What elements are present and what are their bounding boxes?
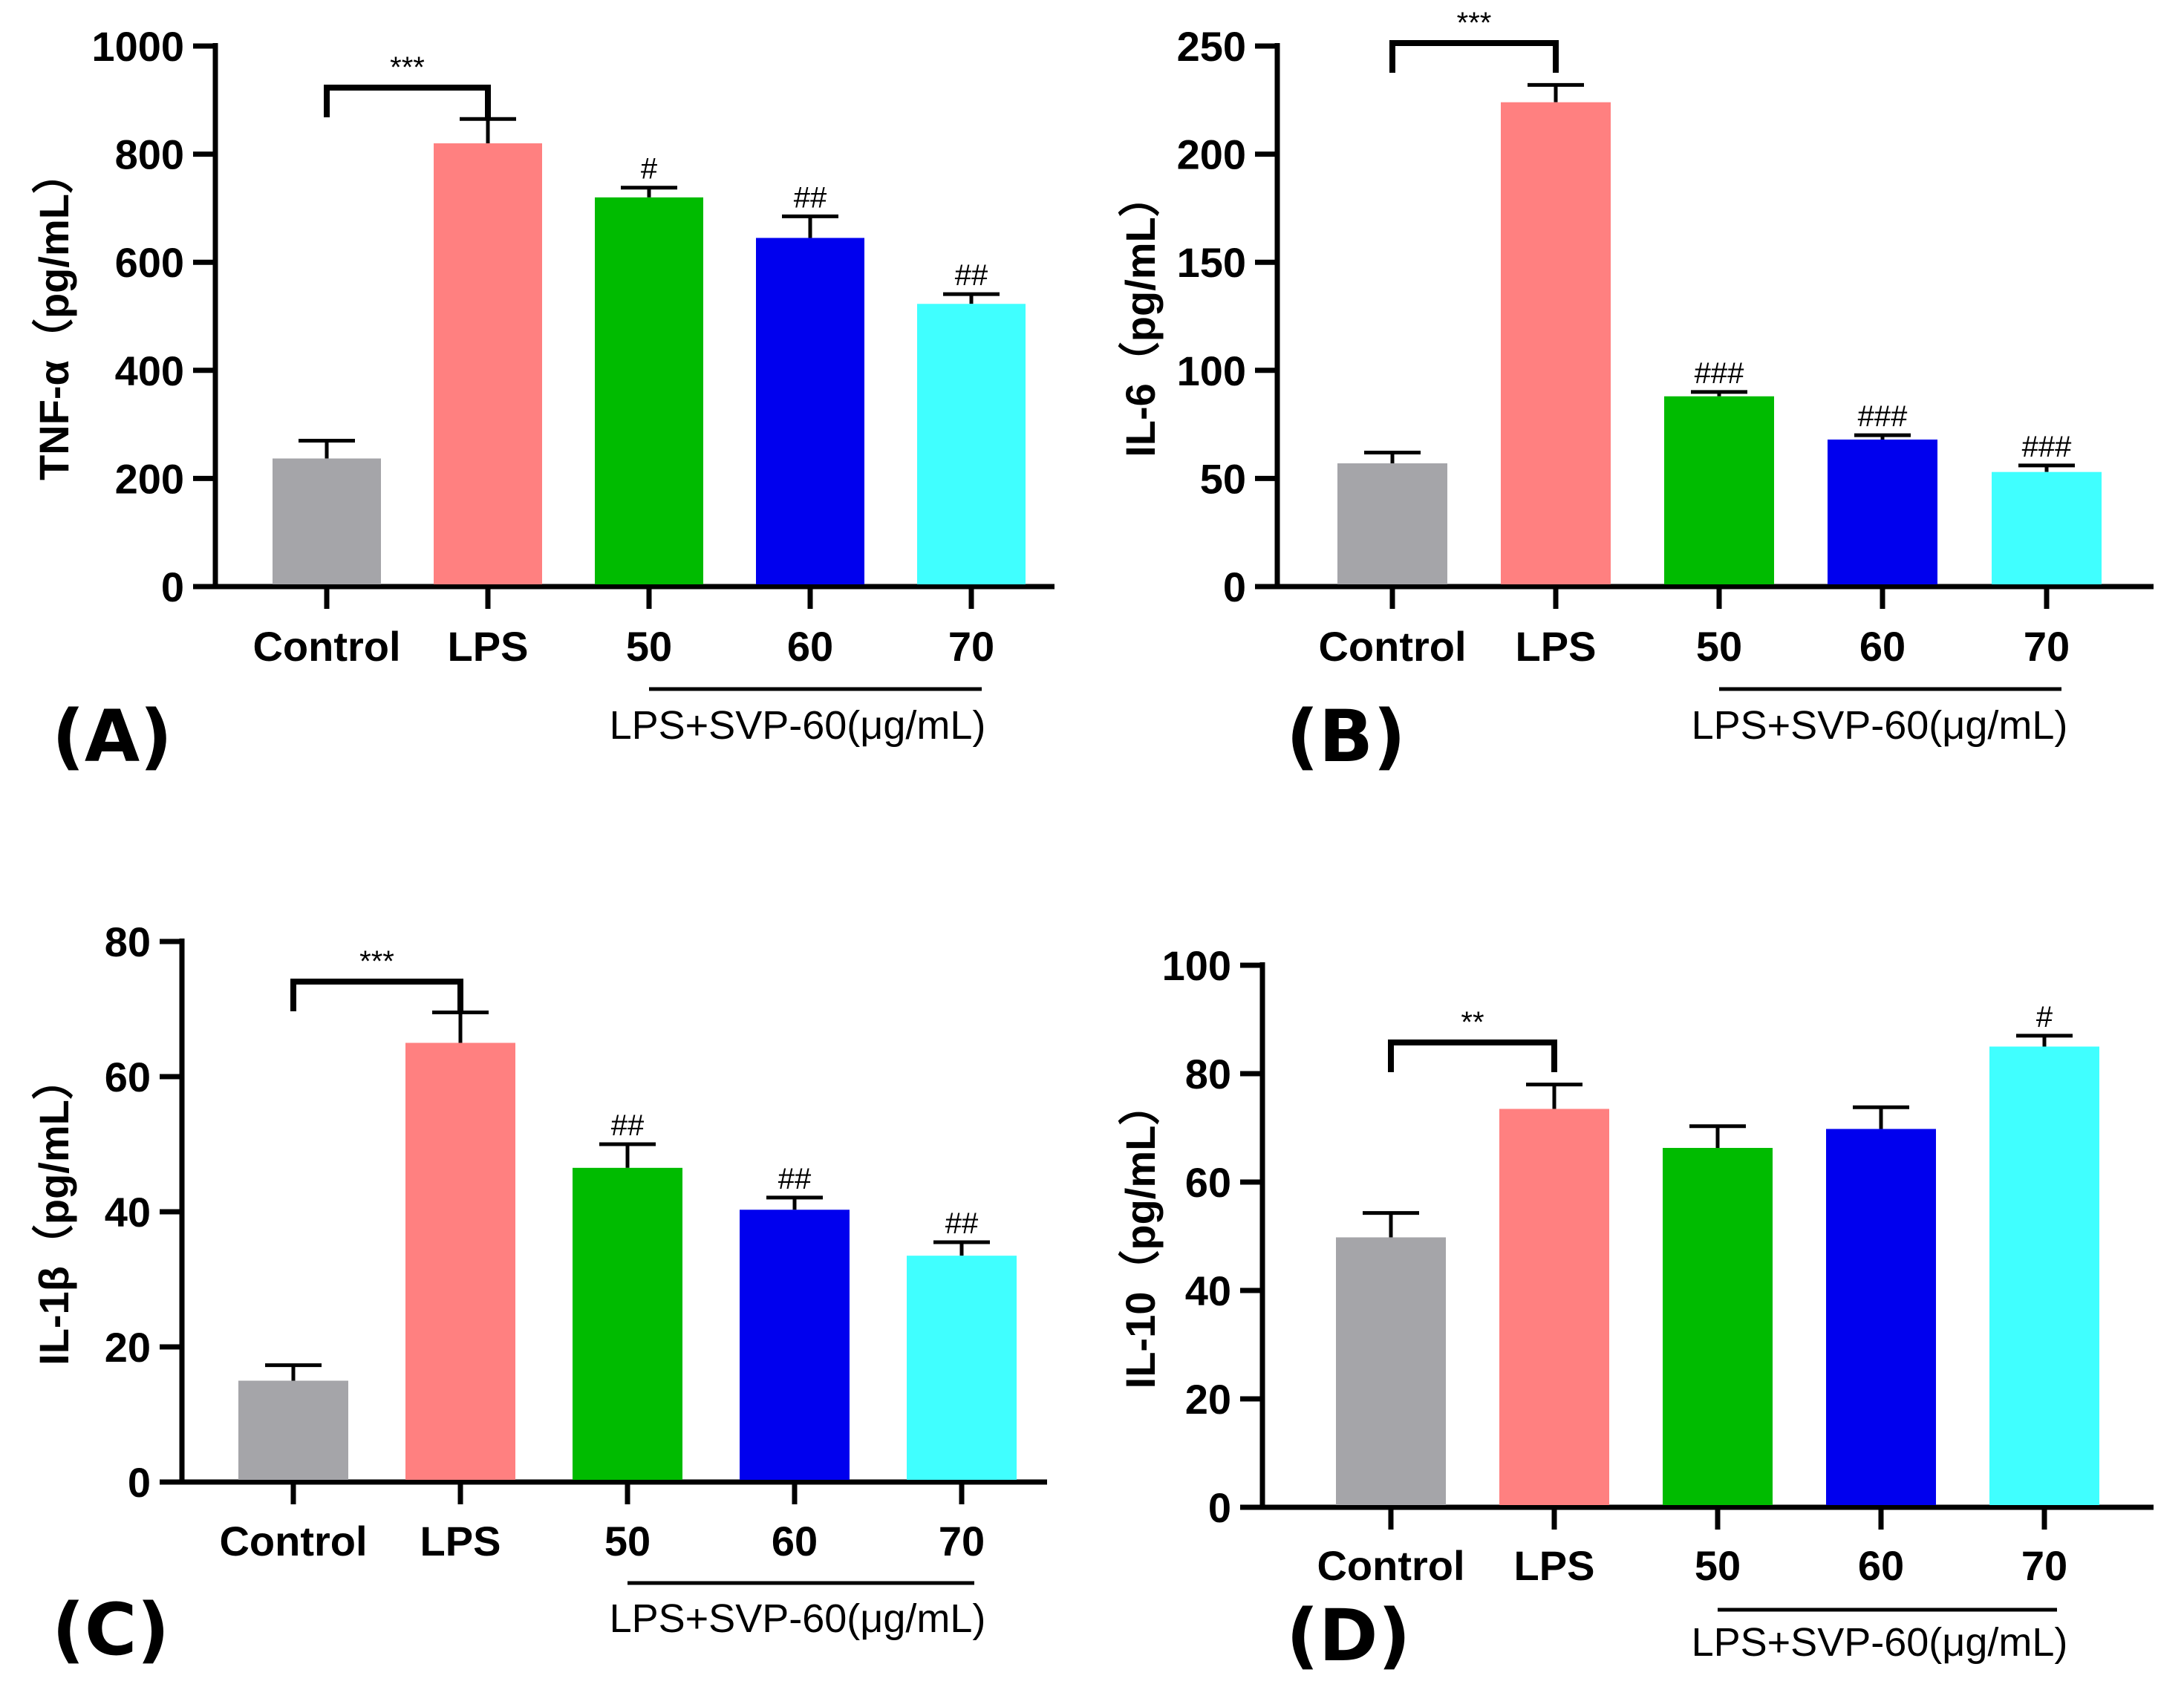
panel-letter: (B)	[1286, 695, 1406, 778]
panel-a: 0 200 400 600 800 1000 TNF-α（pg/mL） Control LPS 5…	[30, 23, 1054, 778]
y-tick-label: 0	[128, 1459, 151, 1506]
x-tick-label: LPS	[1516, 623, 1597, 670]
bracket-label: ***	[1457, 7, 1492, 39]
y-tick-label: 600	[115, 239, 184, 286]
y-tick-label: 40	[1185, 1267, 1231, 1314]
y-tick-label: 60	[105, 1054, 151, 1100]
y-axis-title: IL-10（pg/mL）	[1117, 1084, 1164, 1389]
significance-bracket	[324, 85, 491, 117]
y-tick-label: 100	[1177, 347, 1246, 394]
bar-60	[740, 1210, 850, 1480]
panel-letter: (C)	[52, 1588, 169, 1671]
y-tick-label: 150	[1177, 239, 1246, 286]
bar-50	[595, 197, 703, 585]
panel-letter: (D)	[1286, 1594, 1410, 1677]
panel-letter: (A)	[52, 695, 172, 778]
bar-control	[273, 458, 381, 584]
bar-lps	[1499, 1109, 1609, 1505]
x-tick-label: Control	[252, 623, 400, 670]
y-tick-label: 800	[115, 131, 184, 178]
x-tick-label: LPS	[420, 1518, 501, 1564]
bar-lps	[1501, 102, 1611, 584]
x-tick-label: 50	[1695, 1542, 1741, 1589]
x-tick-label: 60	[772, 1518, 818, 1564]
y-tick-label: 20	[1185, 1376, 1231, 1423]
significance-bracket	[290, 979, 463, 1011]
significance-label: ##	[794, 181, 827, 214]
y-tick-label: 0	[161, 564, 184, 610]
bar-control	[1336, 1237, 1446, 1505]
y-tick-label: 80	[105, 918, 151, 965]
bar-60	[1828, 439, 1937, 584]
y-tick-label: 50	[1200, 455, 1246, 502]
x-tick-label: 70	[939, 1518, 985, 1564]
x-tick-label: 50	[604, 1518, 651, 1564]
bar-70	[1992, 471, 2102, 584]
bar-control	[1337, 463, 1447, 584]
panel-b: 0 50 100 150 200 250 IL-6（pg/mL） Control LPS 50 ##…	[1117, 7, 2154, 778]
bar-60	[756, 238, 864, 584]
x-tick-label: Control	[1317, 1542, 1464, 1589]
significance-label: ###	[1858, 400, 1908, 433]
bar-70	[917, 304, 1026, 584]
y-tick-label: 1000	[91, 23, 184, 70]
x-tick-label: Control	[219, 1518, 367, 1564]
y-tick-label: 80	[1185, 1051, 1231, 1097]
significance-bracket	[1389, 40, 1559, 73]
y-axis-title: IL-6（pg/mL）	[1117, 175, 1164, 457]
group-label: LPS+SVP-60(μg/mL)	[610, 1596, 986, 1641]
y-tick-label: 250	[1177, 23, 1246, 70]
y-tick-label: 60	[1185, 1159, 1231, 1206]
y-tick-label: 0	[1208, 1484, 1231, 1531]
group-label: LPS+SVP-60(μg/mL)	[1692, 703, 2068, 748]
bar-50	[573, 1167, 682, 1480]
bar-50	[1664, 396, 1774, 584]
x-tick-label: LPS	[448, 623, 529, 670]
group-label: LPS+SVP-60(μg/mL)	[610, 703, 986, 748]
significance-label: #	[2036, 1001, 2053, 1034]
bar-50	[1663, 1148, 1773, 1505]
significance-label: ##	[611, 1109, 645, 1142]
bracket-label: **	[1461, 1006, 1484, 1039]
significance-label: ###	[1695, 357, 1744, 390]
x-tick-label: 60	[787, 623, 833, 670]
bar-60	[1826, 1129, 1936, 1505]
bar-control	[238, 1380, 348, 1480]
y-tick-label: 0	[1223, 564, 1246, 610]
group-label: LPS+SVP-60(μg/mL)	[1692, 1620, 2068, 1665]
significance-label: ###	[2022, 431, 2072, 463]
significance-label: ##	[945, 1207, 979, 1240]
bar-lps	[405, 1042, 515, 1480]
y-tick-label: 40	[105, 1189, 151, 1236]
bracket-label: ***	[390, 51, 425, 84]
y-tick-label: 200	[1177, 131, 1246, 178]
x-tick-label: 70	[2021, 1542, 2067, 1589]
bar-lps	[434, 143, 542, 585]
y-tick-label: 20	[105, 1324, 151, 1371]
significance-label: #	[641, 153, 658, 186]
significance-label: ##	[955, 259, 988, 292]
bar-70	[907, 1256, 1017, 1480]
significance-bracket	[1388, 1040, 1557, 1072]
x-tick-label: 70	[2024, 623, 2070, 670]
y-tick-label: 100	[1162, 942, 1231, 989]
bar-70	[1989, 1046, 2099, 1505]
y-tick-label: 400	[115, 347, 184, 394]
x-tick-label: 60	[1858, 1542, 1904, 1589]
x-tick-label: Control	[1318, 623, 1466, 670]
y-tick-label: 200	[115, 455, 184, 502]
panel-c: 0 20 40 60 80 IL-1β（pg/mL） Control LPS 50 ## 60 ## 7…	[30, 918, 1047, 1671]
x-tick-label: 50	[1696, 623, 1742, 670]
x-tick-label: LPS	[1514, 1542, 1595, 1589]
y-axis-title: IL-1β（pg/mL）	[30, 1058, 77, 1365]
panel-d: 0 20 40 60 80 100 IL-10（pg/mL） Control LPS 50 60 70…	[1117, 942, 2154, 1677]
bracket-label: ***	[359, 945, 394, 978]
x-tick-label: 60	[1859, 623, 1906, 670]
x-tick-label: 50	[626, 623, 672, 670]
y-axis-title: TNF-α（pg/mL）	[30, 152, 77, 480]
significance-label: ##	[778, 1163, 812, 1195]
x-tick-label: 70	[948, 623, 994, 670]
